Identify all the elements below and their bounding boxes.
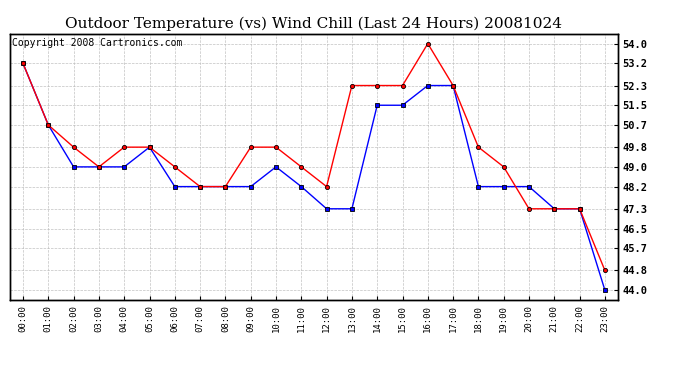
Title: Outdoor Temperature (vs) Wind Chill (Last 24 Hours) 20081024: Outdoor Temperature (vs) Wind Chill (Las…	[66, 17, 562, 31]
Text: Copyright 2008 Cartronics.com: Copyright 2008 Cartronics.com	[12, 38, 182, 48]
